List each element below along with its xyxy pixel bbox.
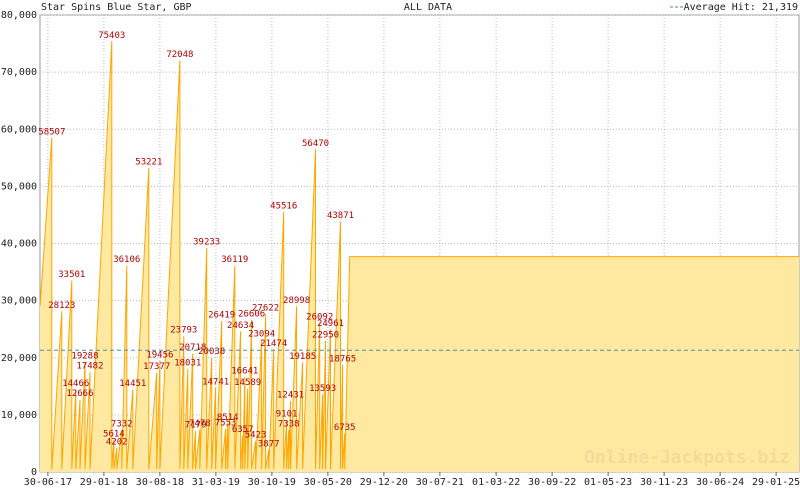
y-tick-label: 50,000 bbox=[1, 181, 37, 192]
data-label: 19288 bbox=[71, 351, 98, 361]
data-label: 4202 bbox=[106, 437, 128, 447]
data-label: 18031 bbox=[174, 358, 201, 368]
y-tick-label: 80,000 bbox=[1, 10, 37, 21]
x-tick-label: 01-03-22 bbox=[472, 477, 520, 488]
chart-subtitle: ALL DATA bbox=[404, 2, 452, 13]
data-label: 24634 bbox=[227, 321, 254, 331]
x-tick-label: 31-03-19 bbox=[192, 477, 240, 488]
y-tick-label: 30,000 bbox=[1, 296, 37, 307]
data-label: 58507 bbox=[38, 127, 65, 137]
data-label: 7338 bbox=[278, 420, 300, 430]
data-label: 14451 bbox=[119, 379, 146, 389]
data-label: 13593 bbox=[309, 384, 336, 394]
data-label: 45516 bbox=[270, 201, 297, 211]
data-label: 20038 bbox=[198, 347, 225, 357]
data-label: 27622 bbox=[252, 304, 279, 314]
chart-title: Star Spins Blue Star, GBP bbox=[41, 2, 192, 13]
x-tick-label: 30-08-18 bbox=[136, 477, 184, 488]
data-label: 26606 bbox=[238, 310, 265, 320]
y-tick-label: 40,000 bbox=[1, 239, 37, 250]
data-label: 7553 bbox=[215, 418, 237, 428]
data-label: 28123 bbox=[48, 301, 75, 311]
data-label: 3877 bbox=[258, 439, 280, 449]
data-label: 26092 bbox=[306, 312, 333, 322]
data-label: 14741 bbox=[202, 377, 229, 387]
y-tick-label: 70,000 bbox=[1, 67, 37, 78]
data-label: 56470 bbox=[302, 139, 329, 149]
data-label: 24961 bbox=[317, 319, 344, 329]
data-label: 16641 bbox=[231, 366, 258, 376]
data-label: 9101 bbox=[276, 410, 298, 420]
data-label: 5614 bbox=[103, 429, 125, 439]
data-label: 17482 bbox=[76, 362, 103, 372]
y-tick-label: 20,000 bbox=[1, 353, 37, 364]
data-label: 6735 bbox=[334, 423, 356, 433]
x-tick-label: 30-06-24 bbox=[696, 477, 744, 488]
data-label: 14589 bbox=[234, 378, 261, 388]
data-label: 7179 bbox=[185, 420, 207, 430]
data-label: 22950 bbox=[312, 330, 339, 340]
data-label: 7332 bbox=[111, 420, 133, 430]
data-label: 7478 bbox=[189, 419, 211, 429]
data-label: 20718 bbox=[179, 343, 206, 353]
data-label: 72048 bbox=[166, 50, 193, 60]
data-label: 33501 bbox=[58, 270, 85, 280]
data-label: 23793 bbox=[170, 326, 197, 336]
data-label: 21474 bbox=[260, 339, 287, 349]
data-label: 8514 bbox=[217, 413, 239, 423]
data-label: 36119 bbox=[221, 255, 248, 265]
data-label: 75403 bbox=[98, 31, 125, 41]
data-label: 18765 bbox=[329, 354, 356, 364]
data-label: 39233 bbox=[193, 237, 220, 247]
data-label: 19456 bbox=[146, 350, 173, 360]
data-label: 28998 bbox=[283, 296, 310, 306]
data-label: 36106 bbox=[113, 255, 140, 265]
x-tick-label: 30-11-23 bbox=[640, 477, 688, 488]
data-label: 6357 bbox=[232, 425, 254, 435]
data-label: 23094 bbox=[248, 330, 275, 340]
x-tick-label: 30-07-21 bbox=[416, 477, 464, 488]
x-tick-label: 30-09-22 bbox=[528, 477, 576, 488]
jackpot-line bbox=[39, 41, 799, 470]
x-tick-label: 29-12-20 bbox=[360, 477, 408, 488]
data-label: 26419 bbox=[208, 311, 235, 321]
x-tick-label: 01-05-23 bbox=[584, 477, 632, 488]
data-label: 12666 bbox=[66, 389, 93, 399]
x-tick-label: 29-01-25 bbox=[752, 477, 800, 488]
data-label: 14466 bbox=[62, 379, 89, 389]
x-tick-label: 29-01-18 bbox=[80, 477, 128, 488]
x-tick-label: 30-10-19 bbox=[248, 477, 296, 488]
y-tick-label: 0 bbox=[31, 467, 37, 478]
data-label: 53221 bbox=[135, 157, 162, 167]
y-tick-label: 10,000 bbox=[1, 410, 37, 421]
y-tick-label: 60,000 bbox=[1, 124, 37, 135]
data-label: 17377 bbox=[143, 362, 170, 372]
x-tick-label: 30-06-17 bbox=[24, 477, 72, 488]
data-label: 5423 bbox=[245, 431, 267, 441]
x-tick-label: 30-05-20 bbox=[304, 477, 352, 488]
data-label: 19185 bbox=[289, 352, 316, 362]
data-label: 12431 bbox=[277, 390, 304, 400]
data-label: 43871 bbox=[327, 211, 354, 221]
legend-label: Average Hit: 21,319 bbox=[684, 2, 798, 13]
watermark: Online-Jackpots.biz bbox=[584, 447, 790, 468]
